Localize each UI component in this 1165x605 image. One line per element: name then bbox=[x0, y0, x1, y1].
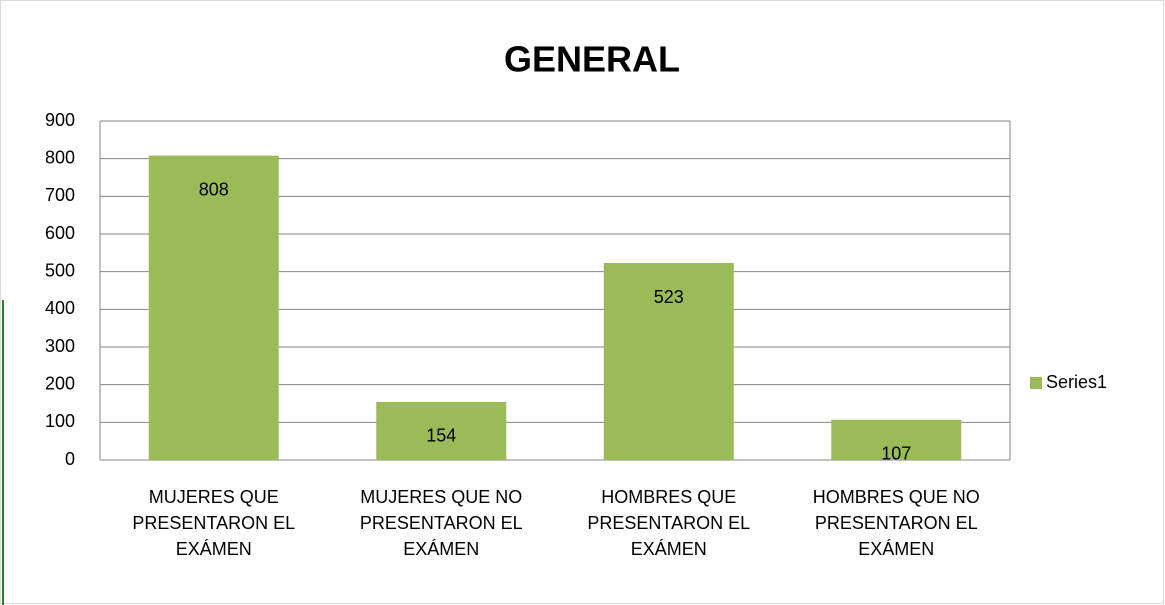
y-tick-label: 100 bbox=[45, 411, 75, 431]
y-tick-label: 900 bbox=[45, 110, 75, 130]
y-tick-label: 300 bbox=[45, 336, 75, 356]
y-tick-label: 200 bbox=[45, 373, 75, 393]
y-tick-label: 400 bbox=[45, 298, 75, 318]
y-tick-label: 0 bbox=[65, 449, 75, 469]
y-tick-label: 800 bbox=[45, 147, 75, 167]
x-tick-label: HOMBRES QUE NO PRESENTARON EL EXÁMEN bbox=[812, 487, 980, 559]
bar bbox=[376, 401, 507, 460]
bar bbox=[148, 155, 279, 461]
legend-swatch bbox=[1030, 377, 1042, 389]
data-label: 107 bbox=[881, 443, 911, 463]
bar bbox=[831, 419, 962, 460]
chart-title: GENERAL bbox=[504, 39, 680, 80]
y-tick-label: 700 bbox=[45, 185, 75, 205]
y-tick-label: 600 bbox=[45, 223, 75, 243]
data-label: 154 bbox=[426, 426, 456, 446]
x-tick-label: HOMBRES QUE PRESENTARON EL EXÁMEN bbox=[587, 487, 751, 559]
data-label: 808 bbox=[199, 179, 229, 199]
x-tick-label: MUJERES QUE NO PRESENTARON EL EXÁMEN bbox=[359, 487, 523, 559]
data-label: 523 bbox=[654, 287, 684, 307]
bar bbox=[603, 263, 734, 460]
y-tick-label: 500 bbox=[45, 260, 75, 280]
x-tick-label: MUJERES QUE PRESENTARON EL EXÁMEN bbox=[132, 487, 296, 559]
legend-label: Series1 bbox=[1046, 372, 1107, 392]
